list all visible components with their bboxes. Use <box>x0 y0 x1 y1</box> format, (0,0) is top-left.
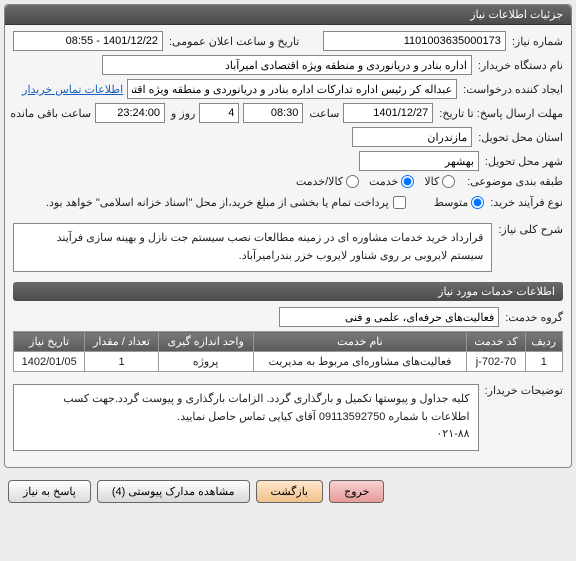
table-row: 1j-702-70فعالیت‌های مشاوره‌ای مربوط به م… <box>14 352 563 372</box>
label-general-desc: شرح کلی نیاز: <box>498 223 563 236</box>
link-buyer-contact[interactable]: اطلاعات تماس خریدار <box>22 83 123 96</box>
row-general-desc: شرح کلی نیاز: قرارداد خرید خدمات مشاوره … <box>13 217 563 278</box>
row-city: شهر محل تحویل: <box>13 151 563 171</box>
input-requester[interactable] <box>127 79 457 99</box>
row-buyer-org: نام دستگاه خریدار: <box>13 55 563 75</box>
table-header: تاریخ نیاز <box>14 332 85 352</box>
label-announce-dt: تاریخ و ساعت اعلان عمومی: <box>169 35 299 48</box>
label-days-unit: روز و <box>171 107 195 120</box>
back-button[interactable]: بازگشت <box>256 480 324 503</box>
radio-both[interactable]: کالا/خدمت <box>296 175 359 188</box>
table-cell: 1 <box>85 352 158 372</box>
row-purchase-process: نوع فرآیند خرید: متوسط پرداخت تمام یا بخ… <box>13 192 563 213</box>
radio-medium[interactable]: متوسط <box>434 196 485 209</box>
input-announce-dt[interactable] <box>13 31 163 51</box>
input-deadline-time[interactable] <box>243 103 303 123</box>
exit-button[interactable]: خروج <box>329 480 384 503</box>
label-purchase-process: نوع فرآیند خرید: <box>490 196 563 209</box>
panel-title: جزئیات اطلاعات نیاز <box>5 5 571 25</box>
label-buyer-org: نام دستگاه خریدار: <box>478 59 563 72</box>
attachments-button[interactable]: مشاهده مدارک پیوستی (4) <box>97 480 250 503</box>
checkbox-treasury-note[interactable]: پرداخت تمام یا بخشی از مبلغ خرید،از محل … <box>46 196 406 209</box>
row-service-group: گروه خدمت: <box>13 307 563 327</box>
need-details-panel: جزئیات اطلاعات نیاز شماره نیاز: تاریخ و … <box>4 4 572 468</box>
table-header: ردیف <box>525 332 562 352</box>
label-service-group: گروه خدمت: <box>505 311 563 324</box>
services-header: اطلاعات خدمات مورد نیاز <box>13 282 563 301</box>
label-city: شهر محل تحویل: <box>485 155 563 168</box>
table-cell: j-702-70 <box>467 352 525 372</box>
input-buyer-org[interactable] <box>102 55 472 75</box>
radio-goods[interactable]: کالا <box>424 175 455 188</box>
label-remain: ساعت باقی مانده <box>10 107 91 120</box>
input-city[interactable] <box>359 151 479 171</box>
table-header: نام خدمت <box>253 332 467 352</box>
row-deadline: مهلت ارسال پاسخ: تا تاریخ: ساعت روز و سا… <box>13 103 563 123</box>
row-province: استان محل تحویل: <box>13 127 563 147</box>
respond-button[interactable]: پاسخ به نیاز <box>8 480 91 503</box>
label-deadline-time: ساعت <box>309 107 339 120</box>
input-province[interactable] <box>352 127 472 147</box>
input-need-number[interactable] <box>323 31 505 51</box>
radio-service[interactable]: خدمت <box>369 175 414 188</box>
table-header: واحد اندازه گیری <box>158 332 253 352</box>
row-buyer-notes: توضیحات خریدار: کلیه جداول و پیوستها تکم… <box>13 378 563 457</box>
table-header: تعداد / مقدار <box>85 332 158 352</box>
table-header: کد خدمت <box>467 332 525 352</box>
row-subject-class: طبقه بندی موضوعی: کالا خدمت کالا/خدمت <box>13 175 563 188</box>
table-cell: پروژه <box>158 352 253 372</box>
box-general-desc: قرارداد خرید خدمات مشاوره ای در زمینه مط… <box>13 223 492 272</box>
label-subject-class: طبقه بندی موضوعی: <box>467 175 563 188</box>
label-buyer-notes: توضیحات خریدار: <box>485 384 563 397</box>
row-need-number: شماره نیاز: تاریخ و ساعت اعلان عمومی: <box>13 31 563 51</box>
label-deadline: مهلت ارسال پاسخ: تا تاریخ: <box>439 107 563 120</box>
input-service-group[interactable] <box>279 307 499 327</box>
label-province: استان محل تحویل: <box>478 131 563 144</box>
table-cell: 1 <box>525 352 562 372</box>
box-buyer-notes: کلیه جداول و پیوستها تکمیل و بارگذاری گر… <box>13 384 479 451</box>
label-requester: ایجاد کننده درخواست: <box>463 83 563 96</box>
row-requester: ایجاد کننده درخواست: اطلاعات تماس خریدار <box>13 79 563 99</box>
button-bar: پاسخ به نیاز مشاهده مدارک پیوستی (4) باز… <box>0 472 576 511</box>
input-deadline-hms[interactable] <box>95 103 165 123</box>
table-cell: فعالیت‌های مشاوره‌ای مربوط به مدیریت <box>253 352 467 372</box>
label-need-number: شماره نیاز: <box>512 35 563 48</box>
panel-body: شماره نیاز: تاریخ و ساعت اعلان عمومی: نا… <box>5 25 571 467</box>
input-deadline-days[interactable] <box>199 103 239 123</box>
table-cell: 1402/01/05 <box>14 352 85 372</box>
input-deadline-date[interactable] <box>343 103 433 123</box>
services-table: ردیفکد خدمتنام خدمتواحد اندازه گیریتعداد… <box>13 331 563 372</box>
